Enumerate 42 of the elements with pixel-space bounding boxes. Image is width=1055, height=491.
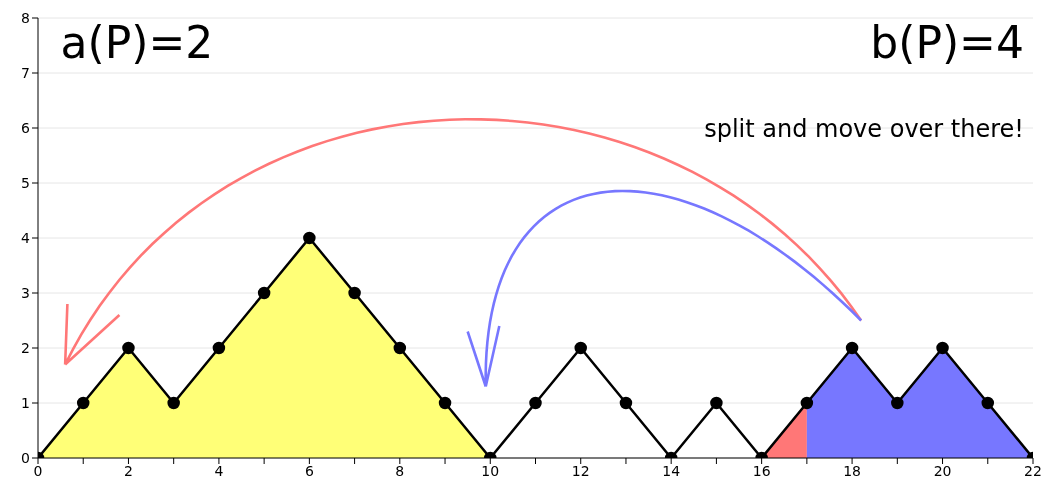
point [936,341,949,355]
point [800,396,814,410]
x-tick-label: 0 [33,462,43,479]
point [257,286,271,300]
point [891,396,904,410]
x-tick-label: 4 [214,462,224,479]
y-tick-label: 0 [21,449,30,466]
x-tick-label: 18 [843,462,861,479]
point [981,396,995,410]
point [303,231,316,245]
point [529,396,542,410]
y-tick-label: 3 [21,284,30,301]
annotation: split and move over there! [704,115,1024,143]
y-tick-label: 2 [21,339,30,356]
y-tick-label: 7 [21,64,30,81]
point [348,286,361,300]
point [76,396,90,410]
y-tick-label: 4 [21,229,31,246]
x-tick-label: 22 [1024,462,1042,479]
y-tick-label: 5 [21,174,30,191]
point [122,341,135,355]
annotation: b(P)=4 [870,16,1024,68]
annotation: a(P)=2 [60,16,214,68]
point [574,341,587,355]
point [212,341,226,355]
x-tick-label: 10 [481,462,500,479]
point [438,396,452,410]
x-tick-label: 12 [571,462,590,479]
x-tick-label: 16 [752,462,771,479]
x-tick-label: 14 [662,462,681,479]
point [619,396,633,410]
point [845,341,859,355]
x-tick-label: 20 [933,462,952,479]
point [393,341,407,355]
x-tick-label: 2 [123,462,133,479]
point [167,396,180,410]
y-tick-label: 1 [21,394,30,411]
y-tick-label: 6 [21,119,31,136]
point [710,396,723,410]
x-tick-label: 8 [395,462,405,479]
x-tick-label: 6 [304,462,314,479]
y-tick-label: 8 [21,9,30,26]
